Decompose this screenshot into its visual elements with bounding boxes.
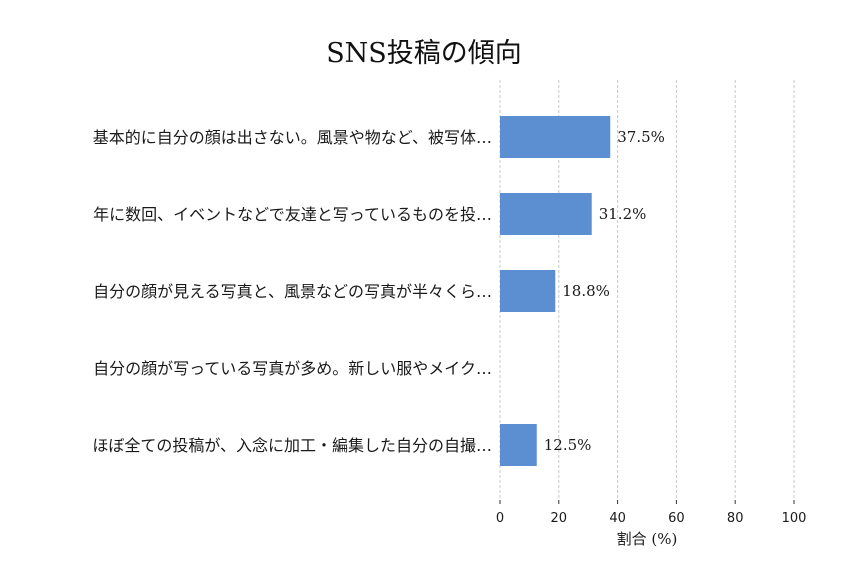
x-tick-label: 0 [496,511,504,526]
x-tick-label: 60 [668,511,685,526]
chart-title: SNS投稿の傾向 [326,38,522,69]
bar-value-label: 31.2% [599,205,647,223]
bar [500,270,556,312]
bar [500,116,611,158]
category-label: 年に数回、イベントなどで友達と写っているものを投… [93,205,492,224]
category-label: 自分の顔が写っている写真が多め。新しい服やメイク… [93,359,492,378]
category-label: ほぼ全ての投稿が、入念に加工・編集した自分の自撮… [92,436,492,455]
x-axis-ticks: 0 20 40 60 80 100 [496,500,807,526]
x-tick-label: 80 [727,511,744,526]
x-tick-label: 40 [609,511,626,526]
bar [500,424,537,466]
bars: 37.5% 31.2% 18.8% 12.5% [500,116,665,466]
category-labels: 基本的に自分の顔は出さない。風景や物など、被写体… 年に数回、イベントなどで友達と… [92,128,492,455]
bar-value-label: 12.5% [544,436,592,454]
x-tick-label: 100 [782,511,807,526]
x-tick-label: 20 [551,511,568,526]
bar-value-label: 37.5% [617,128,665,146]
category-label: 基本的に自分の顔は出さない。風景や物など、被写体… [93,128,492,147]
bar-value-label: 18.8% [562,282,610,300]
bar [500,193,592,235]
category-label: 自分の顔が見える写真と、風景などの写真が半々くら… [93,282,492,301]
x-axis-label: 割合 (%) [617,530,678,548]
